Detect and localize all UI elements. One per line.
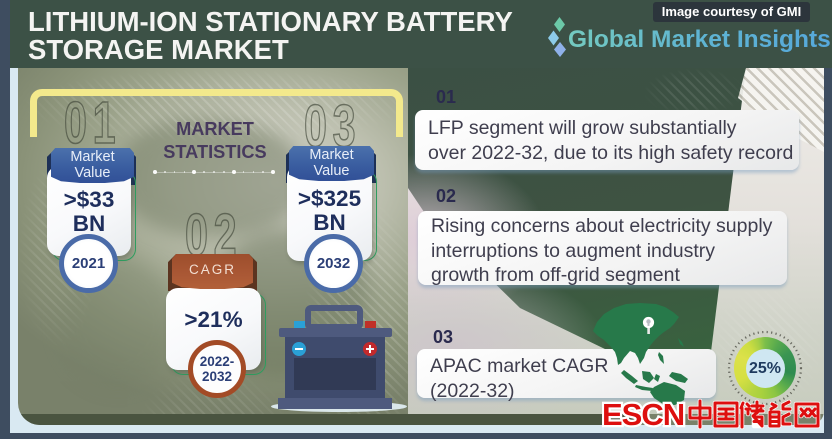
svg-text:Global Market Insights: Global Market Insights [568, 26, 831, 53]
svg-text:ESCN: ESCN [602, 398, 684, 430]
